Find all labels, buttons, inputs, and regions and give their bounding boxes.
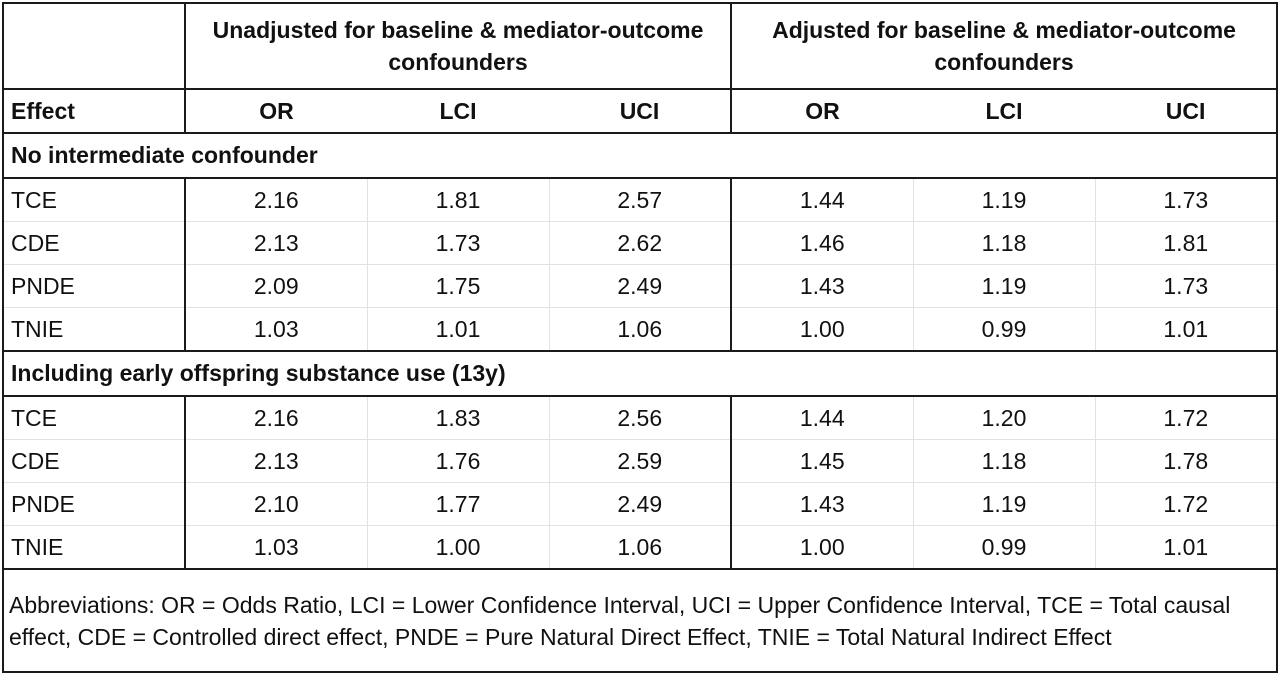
value-cell: 1.81 bbox=[1094, 221, 1279, 265]
value-cell: 1.18 bbox=[912, 439, 1096, 483]
value-cell: 2.57 bbox=[548, 178, 732, 222]
column-header-or: OR bbox=[184, 89, 367, 133]
value-cell: 1.81 bbox=[366, 178, 549, 222]
table-row: PNDE 2.10 1.77 2.49 1.43 1.19 1.72 bbox=[2, 482, 1279, 526]
column-header-row: Effect OR LCI UCI OR LCI UCI bbox=[2, 89, 1279, 133]
abbreviations-footnote: Abbreviations: OR = Odds Ratio, LCI = Lo… bbox=[1, 569, 1279, 672]
table-row: TNIE 1.03 1.00 1.06 1.00 0.99 1.01 bbox=[2, 525, 1279, 569]
value-cell: 2.16 bbox=[184, 396, 367, 440]
value-cell: 1.43 bbox=[730, 264, 914, 308]
effect-cell: CDE bbox=[2, 221, 185, 265]
group-header-unadjusted: Unadjusted for baseline & mediator-outco… bbox=[183, 3, 732, 89]
effect-cell: CDE bbox=[2, 439, 185, 483]
value-cell: 1.06 bbox=[548, 525, 732, 569]
table-row: CDE 2.13 1.73 2.62 1.46 1.18 1.81 bbox=[2, 221, 1279, 265]
value-cell: 1.19 bbox=[912, 178, 1096, 222]
table-row: TCE 2.16 1.83 2.56 1.44 1.20 1.72 bbox=[2, 396, 1279, 440]
effect-cell: TNIE bbox=[2, 307, 185, 351]
value-cell: 1.03 bbox=[184, 307, 367, 351]
value-cell: 2.59 bbox=[548, 439, 732, 483]
value-cell: 1.00 bbox=[730, 525, 914, 569]
column-header-effect: Effect bbox=[2, 89, 185, 133]
value-cell: 1.01 bbox=[366, 307, 549, 351]
value-cell: 2.16 bbox=[184, 178, 367, 222]
value-cell: 1.06 bbox=[548, 307, 732, 351]
section-row: No intermediate confounder bbox=[1, 133, 1279, 178]
effect-cell: TNIE bbox=[2, 525, 185, 569]
section-title: Including early offspring substance use … bbox=[1, 351, 1279, 396]
value-cell: 1.75 bbox=[366, 264, 549, 308]
value-cell: 2.49 bbox=[548, 482, 732, 526]
effect-cell: PNDE bbox=[2, 264, 185, 308]
value-cell: 1.72 bbox=[1094, 482, 1279, 526]
column-header-uci-adjusted: UCI bbox=[1095, 89, 1279, 133]
value-cell: 1.19 bbox=[912, 482, 1096, 526]
group-header-row: Unadjusted for baseline & mediator-outco… bbox=[2, 3, 1279, 89]
table-row: TNIE 1.03 1.01 1.06 1.00 0.99 1.01 bbox=[2, 307, 1279, 351]
value-cell: 0.99 bbox=[912, 525, 1096, 569]
footnote-row: Abbreviations: OR = Odds Ratio, LCI = Lo… bbox=[1, 569, 1279, 672]
value-cell: 2.13 bbox=[184, 221, 367, 265]
effect-cell: TCE bbox=[2, 396, 185, 440]
value-cell: 1.00 bbox=[366, 525, 549, 569]
table-row: TCE 2.16 1.81 2.57 1.44 1.19 1.73 bbox=[2, 178, 1279, 222]
value-cell: 2.62 bbox=[548, 221, 732, 265]
value-cell: 1.73 bbox=[1094, 264, 1279, 308]
value-cell: 1.73 bbox=[366, 221, 549, 265]
column-header-or-adjusted: OR bbox=[730, 89, 914, 133]
value-cell: 1.76 bbox=[366, 439, 549, 483]
section-title: No intermediate confounder bbox=[1, 133, 1279, 178]
table-row: PNDE 2.09 1.75 2.49 1.43 1.19 1.73 bbox=[2, 264, 1279, 308]
value-cell: 1.43 bbox=[730, 482, 914, 526]
effect-cell: PNDE bbox=[2, 482, 185, 526]
value-cell: 1.73 bbox=[1094, 178, 1279, 222]
value-cell: 2.49 bbox=[548, 264, 732, 308]
value-cell: 2.10 bbox=[184, 482, 367, 526]
column-header-lci-adjusted: LCI bbox=[985, 97, 1023, 124]
value-cell: 1.01 bbox=[1094, 525, 1279, 569]
value-cell: 2.09 bbox=[184, 264, 367, 308]
value-cell: 2.56 bbox=[548, 396, 732, 440]
group-header-adjusted: Adjusted for baseline & mediator-outcome… bbox=[730, 3, 1279, 89]
value-cell: 1.45 bbox=[730, 439, 914, 483]
value-cell: 2.13 bbox=[184, 439, 367, 483]
value-cell: 1.78 bbox=[1094, 439, 1279, 483]
value-cell: 1.18 bbox=[912, 221, 1096, 265]
value-cell: 1.03 bbox=[184, 525, 367, 569]
value-cell: 1.01 bbox=[1094, 307, 1279, 351]
column-header-lci: LCI bbox=[439, 97, 477, 124]
value-cell: 1.83 bbox=[366, 396, 549, 440]
column-header-uci: UCI bbox=[619, 97, 660, 124]
value-cell: 1.77 bbox=[366, 482, 549, 526]
value-cell: 1.46 bbox=[730, 221, 914, 265]
value-cell: 1.44 bbox=[730, 396, 914, 440]
value-cell: 1.19 bbox=[912, 264, 1096, 308]
value-cell: 1.72 bbox=[1094, 396, 1279, 440]
value-cell: 0.99 bbox=[912, 307, 1096, 351]
value-cell: 1.00 bbox=[730, 307, 914, 351]
table-row: CDE 2.13 1.76 2.59 1.45 1.18 1.78 bbox=[2, 439, 1279, 483]
section-row: Including early offspring substance use … bbox=[1, 351, 1279, 396]
header-corner bbox=[2, 3, 185, 89]
value-cell: 1.20 bbox=[912, 396, 1096, 440]
value-cell: 1.44 bbox=[730, 178, 914, 222]
effect-cell: TCE bbox=[2, 178, 185, 222]
